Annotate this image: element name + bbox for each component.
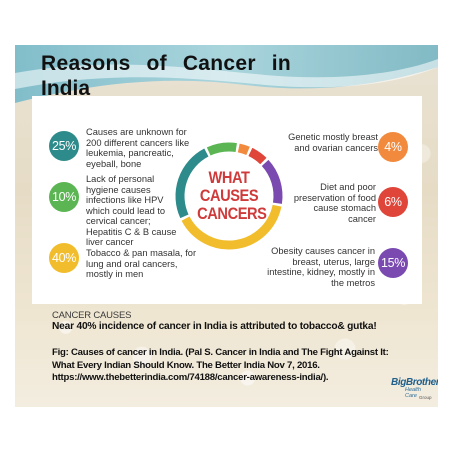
donut-center-cancers: CANCERS (197, 204, 267, 223)
percent-badge-genetic: 4% (378, 132, 408, 162)
logo-tag-text: Group (419, 395, 432, 400)
donut-center-causes: CAUSES (199, 186, 259, 205)
cause-unknown: Causes are unknown for 200 different can… (86, 127, 190, 169)
logo-main-text: BigBrother (391, 377, 438, 388)
causes-donut (175, 142, 283, 250)
cause-hygiene: Lack of personal hygiene causes infectio… (86, 174, 177, 247)
percent-badge-unknown: 25% (49, 131, 79, 161)
caption-main: Near 40% incidence of cancer in India is… (52, 321, 377, 332)
donut-segment-purple (261, 159, 283, 204)
donut-segment-yellow (181, 204, 282, 250)
logo-sub-text: Health Care (405, 387, 421, 399)
brand-logo: BigBrother Health Care Group (391, 377, 438, 401)
percent-badge-obesity: 15% (378, 248, 408, 278)
donut-segment-red (248, 147, 267, 165)
donut-segment-orange (237, 143, 250, 156)
slide: Reasons of Cancer in India 25% Causes ar… (15, 45, 438, 407)
infographic-panel: 25% Causes are unknown for 200 different… (32, 96, 422, 304)
decorative-wave (15, 45, 438, 103)
cause-tobacco: Tobacco & pan masala, for lung and oral … (86, 248, 197, 279)
cause-obesity: Obesity causes cancer in breast, uterus,… (267, 246, 375, 288)
percent-badge-diet: 6% (378, 187, 408, 217)
caption-label: CANCER CAUSES (52, 310, 132, 321)
cause-diet: Diet and poor preservation of food cause… (293, 182, 376, 224)
donut-segment-green (206, 142, 237, 156)
donut-segment-teal (175, 148, 209, 219)
donut-center-what: WHAT (208, 168, 250, 187)
slide-title-line-2: India (41, 77, 91, 100)
percent-badge-hygiene: 10% (49, 182, 79, 212)
slide-title: Reasons of Cancer in (41, 52, 291, 75)
cause-genetic: Genetic mostly breast and ovarian cancer… (288, 132, 378, 153)
percent-badge-tobacco: 40% (49, 243, 79, 273)
figure-caption: Fig: Causes of cancer in India. (Pal S. … (52, 347, 389, 383)
